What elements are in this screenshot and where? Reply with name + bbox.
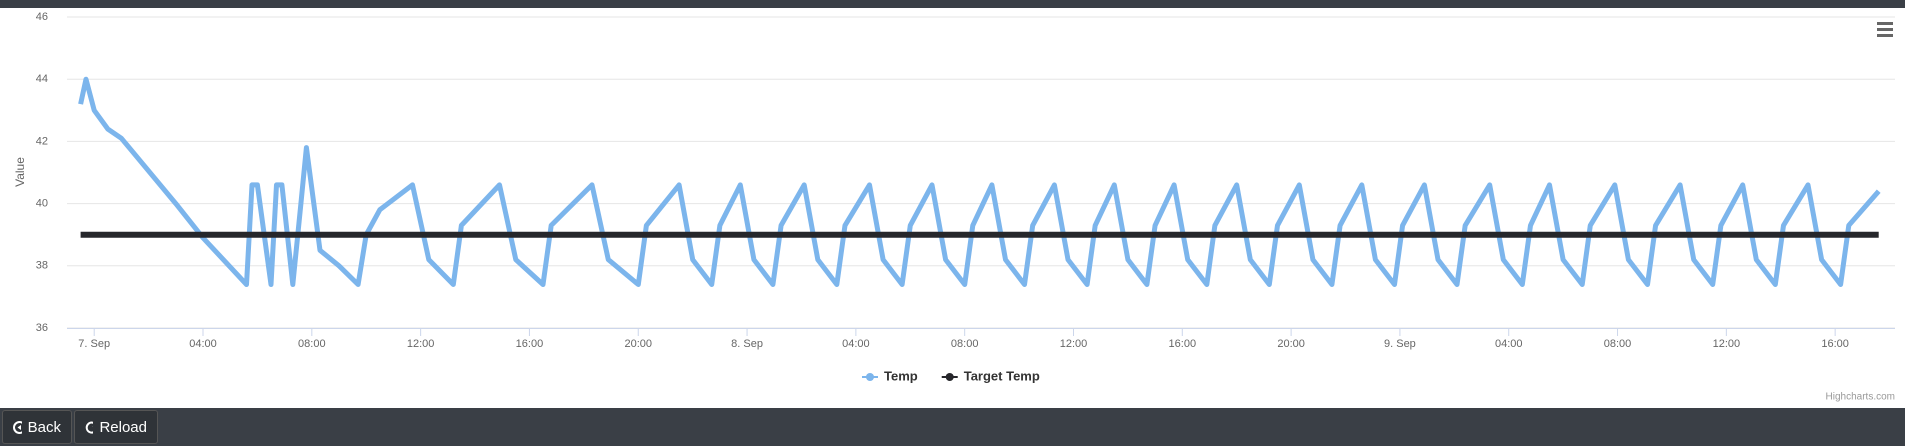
- legend-item[interactable]: Temp: [862, 368, 918, 383]
- x-tick-label: 08:00: [298, 338, 326, 350]
- x-tick-label: 04:00: [1495, 338, 1523, 350]
- x-tick-label: 16:00: [1821, 338, 1849, 350]
- back-label: Back: [27, 418, 61, 436]
- y-tick-label: 42: [36, 135, 48, 147]
- reload-button[interactable]: Reload: [74, 410, 158, 444]
- x-tick-label: 04:00: [189, 338, 217, 350]
- y-tick-label: 38: [36, 260, 48, 272]
- x-tick-label: 16:00: [1169, 338, 1197, 350]
- x-tick-label: 7. Sep: [78, 338, 110, 350]
- x-tick-label: 20:00: [624, 338, 652, 350]
- legend-label: Target Temp: [964, 368, 1040, 383]
- x-tick-label: 16:00: [516, 338, 544, 350]
- legend: Temp Target Temp: [862, 368, 1040, 383]
- menu-icon[interactable]: [1877, 22, 1893, 37]
- x-tick-label: 04:00: [842, 338, 870, 350]
- y-axis-title: Value: [13, 157, 27, 187]
- legend-item[interactable]: Target Temp: [941, 368, 1040, 383]
- y-tick-label: 46: [36, 11, 48, 23]
- bottom-bar: Back Reload: [0, 408, 1905, 446]
- top-bar: [0, 0, 1905, 8]
- x-tick-label: 08:00: [951, 338, 979, 350]
- y-tick-label: 40: [36, 198, 48, 210]
- x-tick-label: 08:00: [1604, 338, 1632, 350]
- y-tick-label: 44: [36, 73, 48, 85]
- credits[interactable]: Highcharts.com: [1826, 392, 1895, 403]
- x-tick-label: 20:00: [1277, 338, 1305, 350]
- x-tick-label: 9. Sep: [1384, 338, 1416, 350]
- reload-icon: [85, 421, 94, 433]
- x-tick-label: 12:00: [407, 338, 435, 350]
- y-tick-label: 36: [36, 322, 48, 334]
- x-tick-label: 12:00: [1713, 338, 1741, 350]
- legend-label: Temp: [884, 368, 918, 383]
- series-line: [78, 76, 1881, 287]
- legend-marker: [945, 373, 954, 381]
- back-button[interactable]: Back: [2, 410, 72, 444]
- x-tick-label: 12:00: [1060, 338, 1088, 350]
- reload-label: Reload: [99, 418, 147, 436]
- legend-marker: [866, 373, 874, 381]
- x-tick-label: 8. Sep: [731, 338, 763, 350]
- chart: Value Highcharts.com 36 38 40 42 44 46 7. Sep 0…: [13, 11, 1895, 403]
- back-icon: [13, 420, 22, 434]
